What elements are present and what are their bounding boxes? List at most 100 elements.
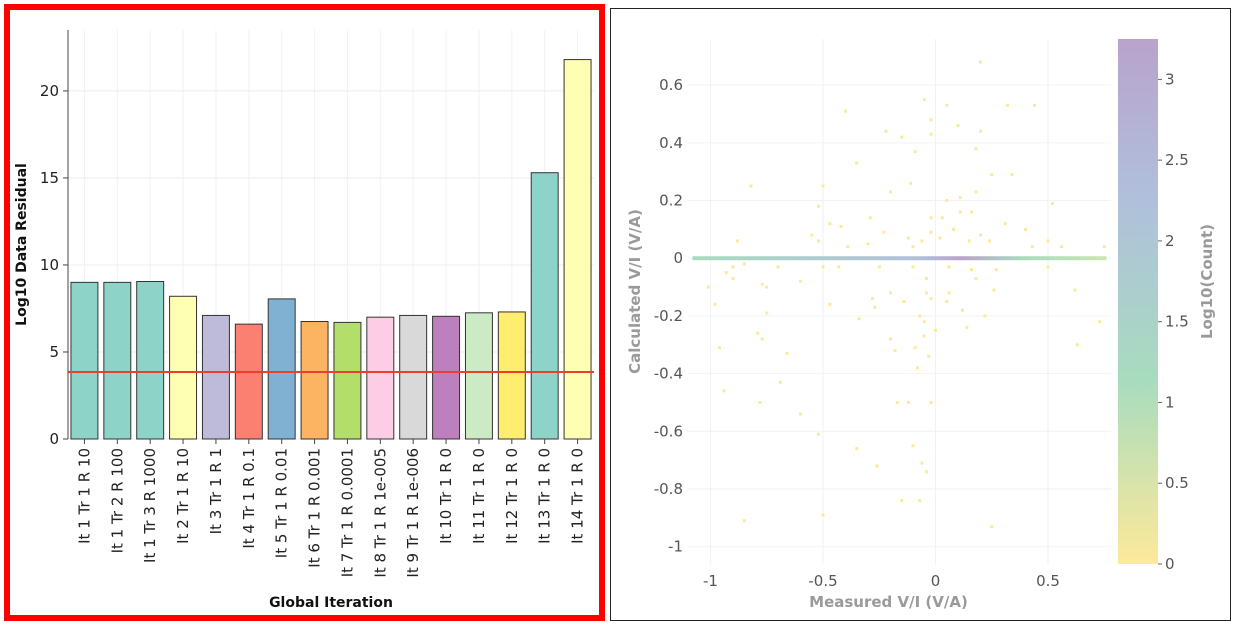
y-tick-label: 0 [49, 430, 59, 448]
data-point [925, 291, 928, 295]
data-point [875, 464, 879, 468]
bar [267, 298, 296, 440]
x-axis-ticks: -1 -0.5 0 0.5 [703, 572, 1060, 590]
bar-chart-panel: 0 5 10 15 20 It 1 Tr 1 R 10 It 1 Tr 2 R 100 It… [4, 4, 605, 621]
x-axis-label: Measured V/I (V/A) [809, 593, 968, 611]
data-point [1051, 201, 1054, 205]
bar [333, 321, 362, 440]
data-point [765, 285, 769, 289]
data-point [821, 184, 825, 188]
data-point [760, 337, 764, 341]
data-point [922, 320, 926, 324]
data-point [1046, 239, 1050, 243]
bar [497, 311, 526, 440]
x-tick-label: 0 [931, 572, 941, 590]
data-point [945, 103, 949, 107]
data-point [979, 233, 982, 237]
data-point [1024, 227, 1027, 231]
data-point [947, 265, 951, 269]
colorbar-tick-label: 0 [1165, 555, 1175, 573]
bar-series [70, 59, 592, 440]
data-point [785, 351, 789, 355]
data-point [900, 499, 904, 503]
data-point [868, 216, 872, 220]
x-tick-label: -1 [703, 572, 718, 590]
data-point [920, 461, 924, 465]
x-tick-label: It 7 Tr 1 R 0.0001 [338, 448, 356, 577]
data-point [776, 265, 780, 269]
y-axis-ticks: 0 5 10 15 20 [40, 82, 68, 448]
bar [530, 172, 559, 440]
data-point [758, 400, 762, 404]
data-point [895, 400, 899, 404]
y-tick-label: -0.4 [654, 365, 683, 383]
data-point [855, 447, 859, 451]
y-tick-label: 0.6 [659, 76, 683, 94]
y-axis-label: Log10 Data Residual [14, 163, 30, 326]
data-point [706, 285, 710, 289]
data-point [916, 366, 919, 370]
data-point [742, 519, 746, 523]
bar [563, 59, 592, 440]
x-tick-label: It 1 Tr 3 R 1000 [141, 448, 159, 563]
data-point [1060, 245, 1063, 249]
data-point [724, 271, 728, 275]
data-point [992, 288, 996, 292]
y-axis-ticks: -1 -0.8 -0.6 -0.4 -0.2 0 0.2 0.4 0.6 [654, 76, 683, 556]
data-point [911, 245, 915, 249]
colorbar-label: Log10(Count) [1198, 224, 1216, 339]
x-tick-label: It 1 Tr 2 R 100 [108, 448, 126, 553]
data-point [1003, 222, 1007, 226]
data-point [913, 346, 917, 350]
data-point [970, 268, 973, 272]
colorbar [1118, 39, 1158, 564]
scatter-plot-panel: -1 -0.8 -0.6 -0.4 -0.2 0 0.2 0.4 0.6 -1 -0.5 0 0.5 … [610, 8, 1231, 621]
bar [70, 281, 99, 440]
data-point [756, 331, 760, 335]
colorbar-tick-label: 2.5 [1165, 151, 1189, 169]
colorbar-tick-label: 1.5 [1165, 313, 1189, 331]
bar [201, 314, 230, 440]
data-point [889, 291, 892, 295]
data-point [1098, 320, 1102, 324]
data-point [990, 525, 994, 528]
x-tick-label: 0.5 [1036, 572, 1060, 590]
data-point [958, 210, 962, 214]
data-point [821, 265, 825, 269]
x-tick-label: It 9 Tr 1 R 1e-006 [404, 448, 422, 578]
data-point [929, 297, 933, 301]
x-tick-label: It 10 Tr 1 R 0 [437, 448, 455, 544]
data-point [918, 499, 922, 503]
data-point [945, 300, 949, 303]
data-point [1102, 245, 1106, 249]
y-tick-label: -0.2 [654, 307, 683, 325]
data-point [817, 432, 820, 436]
data-point [799, 279, 802, 283]
data-point [952, 227, 955, 231]
data-point [983, 314, 987, 318]
bar [432, 315, 461, 440]
data-point [855, 161, 859, 165]
data-point [900, 135, 904, 139]
data-point [1010, 173, 1014, 177]
data-point [810, 233, 814, 237]
data-point [731, 265, 735, 269]
data-point [945, 199, 949, 203]
data-point [817, 239, 820, 243]
data-point [929, 400, 933, 404]
y-tick-label: -0.8 [654, 480, 683, 498]
x-tick-label: It 13 Tr 1 R 0 [536, 448, 554, 544]
data-point [722, 389, 726, 393]
x-tick-label: It 12 Tr 1 R 0 [503, 448, 521, 544]
grid-lines [688, 39, 1111, 564]
data-point [929, 118, 933, 122]
data-point [940, 216, 944, 220]
bar [169, 295, 198, 440]
data-point [718, 346, 721, 350]
data-point [884, 129, 888, 133]
colorbar-tick-label: 3 [1165, 70, 1175, 88]
bar [366, 316, 395, 440]
data-point [882, 230, 886, 234]
x-tick-label: It 11 Tr 1 R 0 [470, 448, 488, 544]
